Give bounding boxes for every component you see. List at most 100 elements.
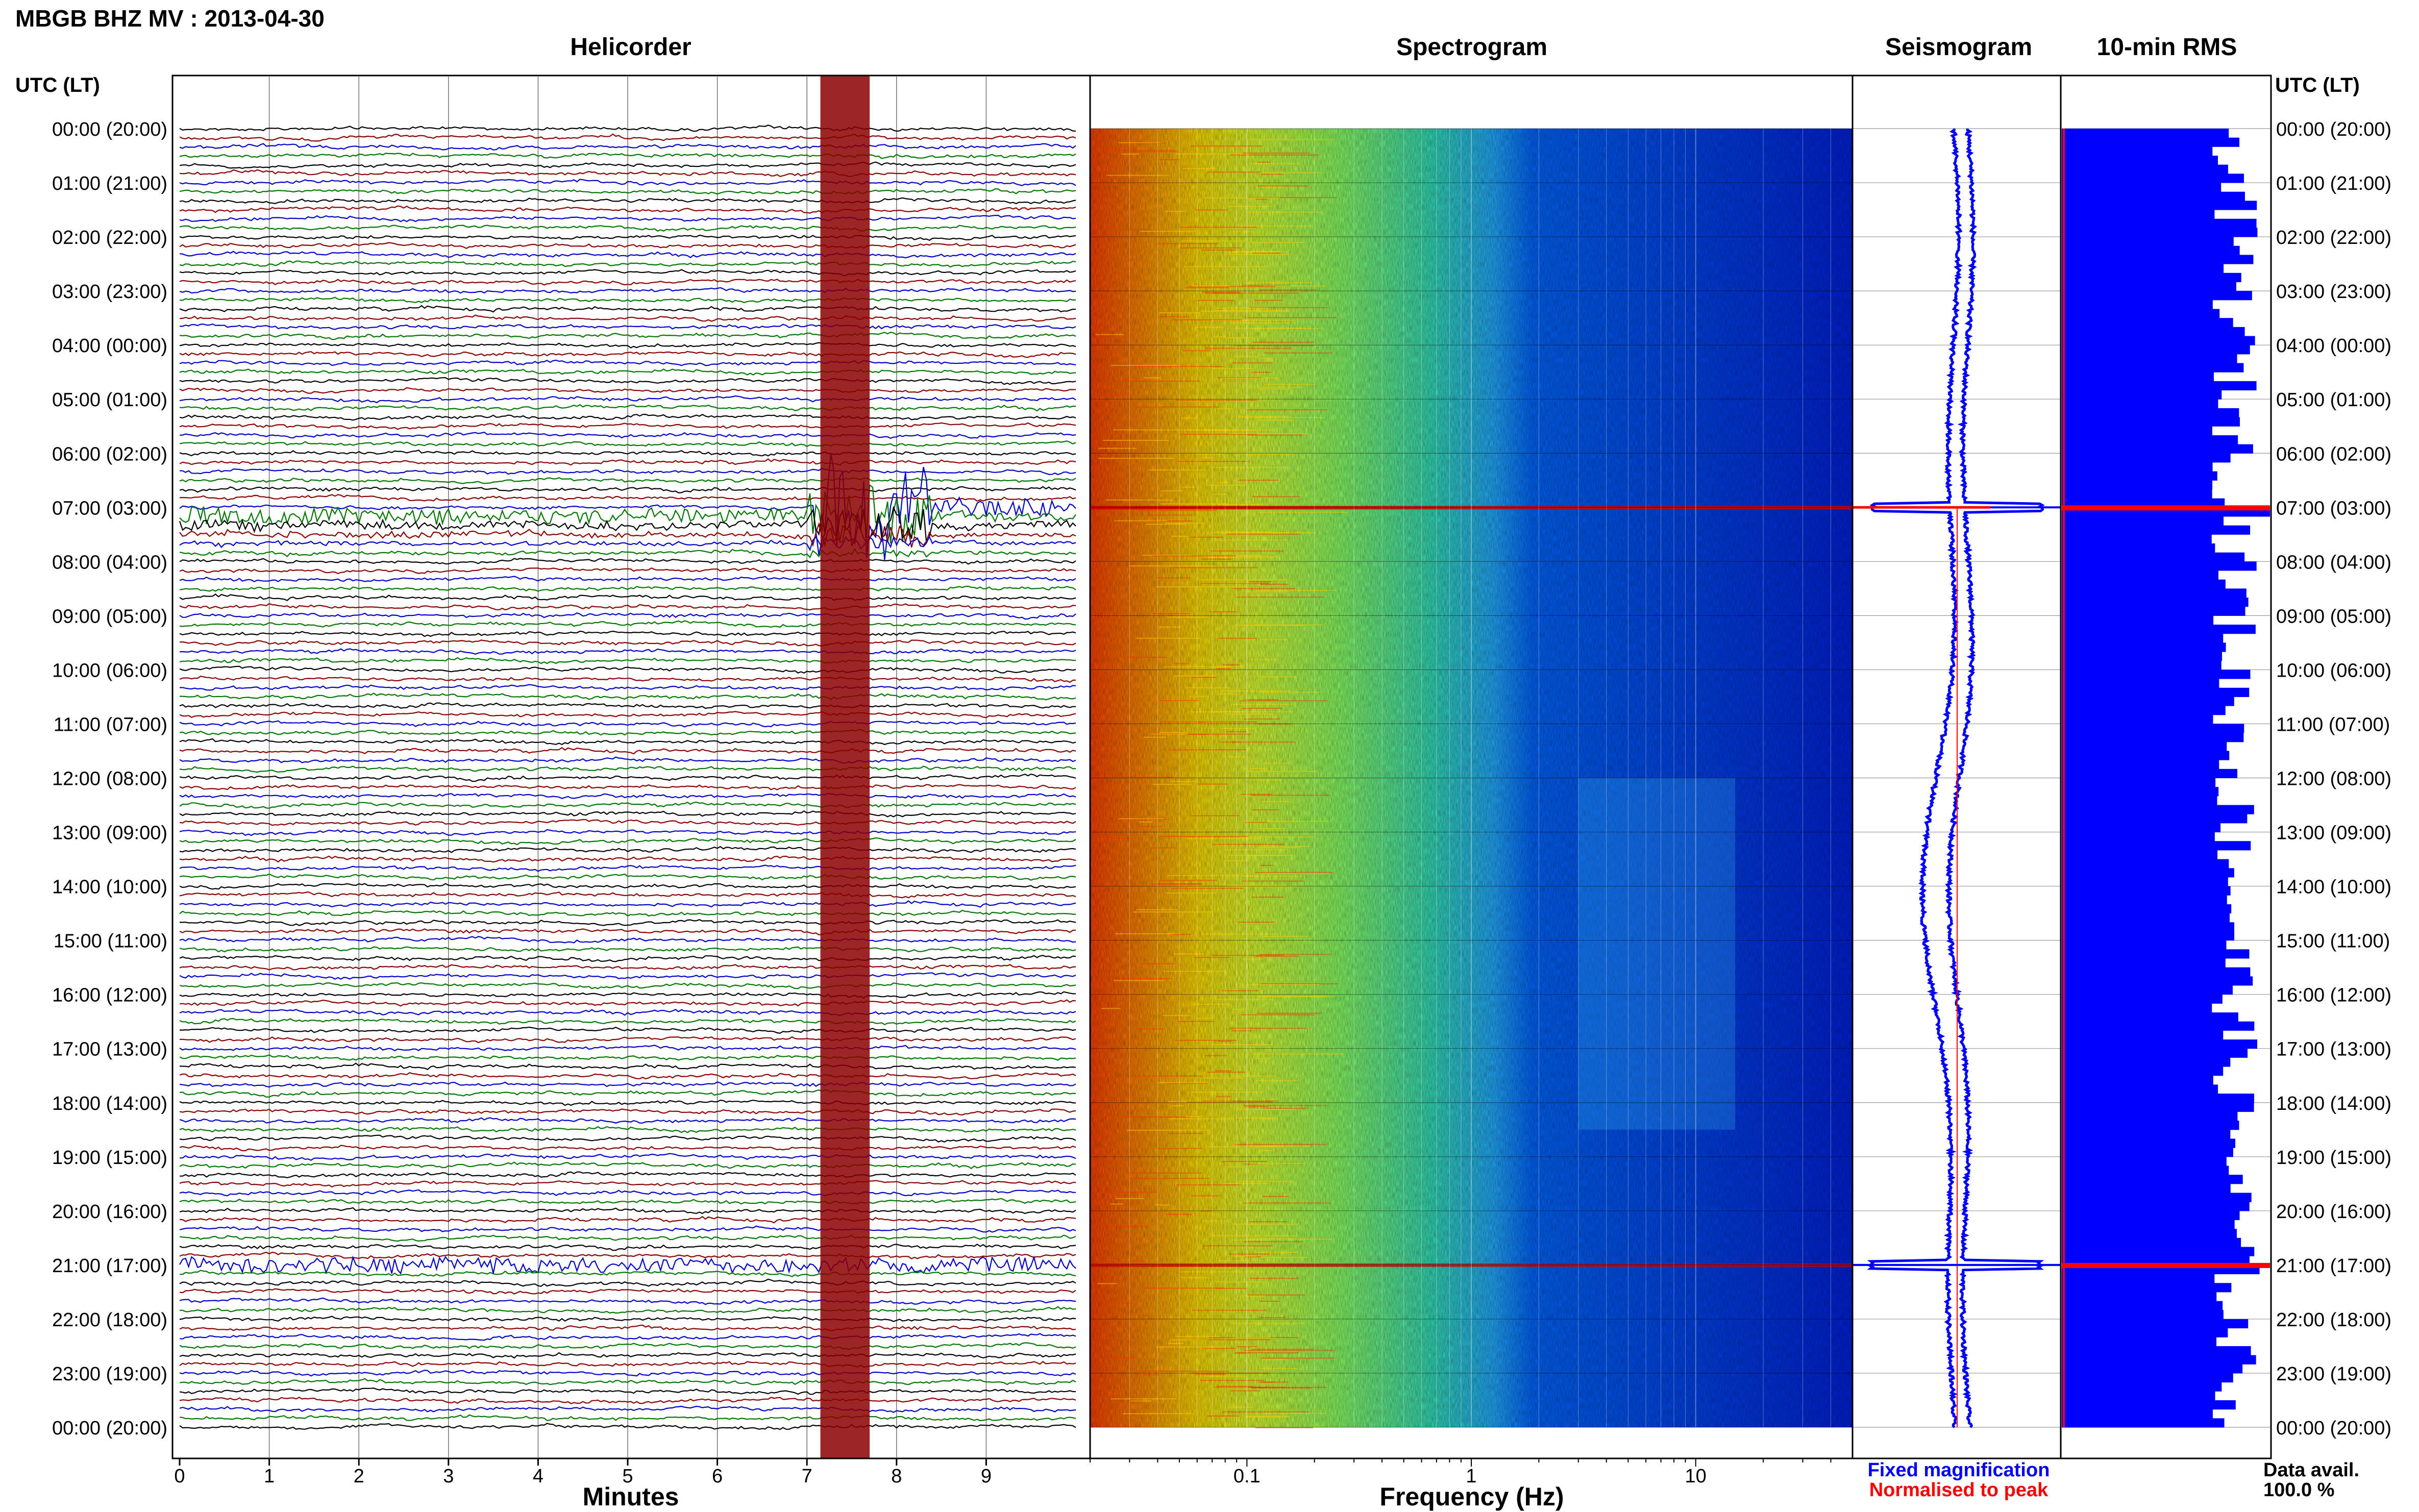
hour-label-left: 14:00 (10:00): [52, 877, 167, 898]
rms-bar: [2062, 1319, 2249, 1329]
spectrogram-title: Spectrogram: [1396, 34, 1547, 61]
spectrogram-streak: [1143, 1374, 1159, 1376]
rms-bar: [2062, 670, 2251, 679]
rms-bar: [2062, 201, 2257, 210]
helicorder-trace: [179, 756, 1076, 764]
helicorder-trace: [179, 1189, 1076, 1197]
spectrogram-streak: [1257, 419, 1294, 421]
spectrogram-streak: [1233, 251, 1288, 253]
spectrogram-streak: [1244, 1241, 1303, 1243]
spectrogram-streak: [1158, 626, 1181, 628]
spectrogram-streak: [1171, 319, 1242, 320]
spectrogram-streak: [1251, 341, 1314, 343]
rms-bar: [2062, 390, 2222, 400]
hour-label-left: 04:00 (00:00): [52, 335, 167, 357]
helicorder-trace: [179, 1045, 1076, 1052]
spectrogram-streak: [1156, 586, 1247, 588]
spectrogram-streak: [1158, 1082, 1208, 1083]
rms-bar: [2062, 922, 2234, 932]
spectrogram-streak: [1173, 934, 1191, 935]
spectrogram-streak: [1243, 958, 1264, 960]
spectrogram-streak: [1202, 1100, 1278, 1102]
spectrogram-streak: [1262, 1381, 1275, 1383]
helicorder-trace: [179, 143, 1076, 151]
helicorder-trace: [180, 1171, 1076, 1179]
spectrogram-streak: [1229, 323, 1290, 324]
hour-label-right: 11:00 (07:00): [2276, 714, 2390, 735]
helicorder-trace: [179, 1324, 1076, 1331]
spectrogram-streak: [1149, 514, 1192, 516]
spectrogram-streak: [1130, 1400, 1152, 1402]
spectrogram-streak: [1202, 1245, 1273, 1247]
spectrogram-streak: [1191, 1195, 1220, 1197]
spectrogram-streak: [1128, 565, 1216, 567]
helicorder-trace: [179, 323, 1076, 330]
spectrogram-streak: [1180, 247, 1242, 249]
spectrogram-streak: [1214, 539, 1288, 541]
spectrogram-streak: [1191, 677, 1217, 678]
rms-bar: [2062, 751, 2230, 760]
helicorder-x-ticks: 0 1 2 3 4 5 6 7 8 9: [174, 1458, 992, 1487]
spectrogram-streak: [1116, 933, 1179, 934]
hour-label-left: 22:00 (18:00): [52, 1309, 167, 1331]
helicorder-trace: [179, 1234, 1076, 1242]
spectrogram-streak: [1222, 378, 1279, 379]
spectrogram-streak: [1245, 282, 1312, 283]
rms-bar: [2062, 237, 2234, 246]
spectrogram-streak: [1192, 1309, 1267, 1311]
spectrogram-streak: [1220, 728, 1255, 729]
spectrogram-streak: [1177, 1021, 1214, 1022]
spectrogram-streak: [1254, 872, 1334, 873]
spectrogram-streak: [1260, 1256, 1307, 1258]
spectrogram-streak: [1165, 523, 1205, 524]
spectrogram-streak: [1247, 1238, 1332, 1240]
rms-bar: [2062, 426, 2212, 436]
helicorder-trace: [179, 234, 1076, 241]
helicorder-trace: [179, 891, 1076, 899]
helicorder-trace: [179, 1072, 1076, 1080]
spectrogram-streak: [1135, 637, 1201, 639]
hour-label-right: 16:00 (12:00): [2276, 985, 2391, 1006]
helicorder-trace: [179, 1387, 1076, 1395]
hour-label-right: 15:00 (11:00): [2276, 931, 2390, 952]
rms-bar: [2062, 462, 2213, 472]
spectrogram-streak: [1213, 467, 1291, 468]
spectrogram-streak: [1205, 292, 1241, 294]
rms-bar: [2062, 850, 2218, 860]
spectrogram-streak: [1186, 1101, 1273, 1103]
spectrogram-streak: [1256, 676, 1298, 678]
helicorder-trace: [179, 453, 1076, 560]
rms-bar: [2062, 1310, 2224, 1320]
spectrogram-streak: [1239, 700, 1328, 702]
spectrogram-streak: [1092, 777, 1173, 778]
spectrogram-event-line: [1090, 506, 1853, 510]
spectrogram-streak: [1224, 860, 1249, 861]
rms-bar: [2062, 814, 2248, 824]
helicorder-trace: [179, 1145, 1076, 1152]
spectrogram-streak: [1255, 1146, 1310, 1147]
helicorder-trace: [179, 1180, 1076, 1188]
helicorder-trace: [179, 494, 1076, 502]
spectrogram-streak: [1236, 1117, 1276, 1119]
spectrogram-streak: [1204, 429, 1237, 431]
rms-bar: [2062, 714, 2213, 724]
helicorder-trace: [179, 1397, 1076, 1404]
spectrogram-streak: [1205, 485, 1246, 486]
spectrogram-streak: [1260, 954, 1331, 955]
hour-label-right: 07:00 (03:00): [2276, 498, 2391, 519]
helicorder-trace: [179, 593, 1076, 601]
spectrogram-streak: [1200, 1380, 1264, 1381]
hour-label-left: 01:00 (21:00): [52, 173, 167, 194]
spectrogram-streak: [1211, 319, 1295, 321]
helicorder-trace: [179, 205, 1076, 214]
spectrogram-streak: [1217, 1385, 1253, 1387]
spectrogram-streak: [1257, 723, 1291, 725]
rms-bar: [2062, 1364, 2243, 1374]
rms-bar: [2062, 1021, 2255, 1031]
spectrogram-streak: [1216, 307, 1268, 309]
spectrogram-streak: [1214, 1386, 1286, 1388]
helicorder-trace: [179, 1306, 1076, 1314]
rms-bar: [2062, 1129, 2231, 1139]
spectrogram-streak: [1210, 1044, 1272, 1046]
spectrogram-streak: [1249, 1221, 1288, 1223]
